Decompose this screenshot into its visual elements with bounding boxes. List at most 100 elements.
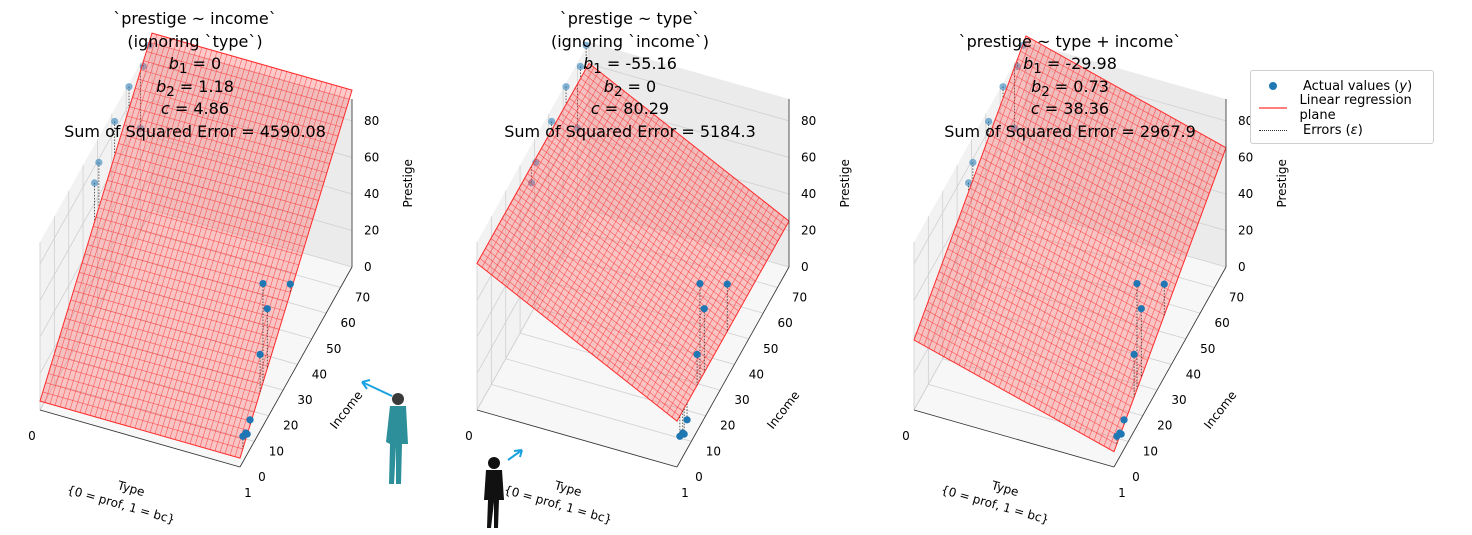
grid-y bbox=[548, 281, 749, 340]
plane-mesh-line bbox=[214, 82, 328, 452]
y-axis-title: Income bbox=[327, 388, 365, 431]
grid-y bbox=[505, 358, 706, 417]
plane-mesh-line bbox=[611, 169, 725, 370]
plane-mesh-line bbox=[577, 83, 778, 242]
grid-z bbox=[151, 173, 353, 231]
person-figure-icon bbox=[484, 457, 504, 528]
plane-mesh-line bbox=[146, 51, 347, 109]
grid-z bbox=[476, 136, 590, 338]
plane-mesh-line bbox=[626, 181, 740, 382]
plane-mesh-line bbox=[137, 78, 339, 137]
grid-z bbox=[913, 173, 1027, 374]
plane-mesh-line bbox=[981, 157, 1182, 270]
plane-mesh-line bbox=[174, 71, 288, 440]
data-point bbox=[527, 179, 536, 187]
x-tick-label: 0 bbox=[28, 429, 36, 443]
title-3-b1: b1 = -29.98 bbox=[1023, 54, 1117, 78]
x-tick-label: 0 bbox=[465, 429, 473, 443]
plane-mesh-line bbox=[149, 64, 263, 433]
person-head-icon bbox=[488, 457, 500, 469]
grid-y bbox=[1014, 230, 1215, 288]
plane-mesh-line bbox=[1053, 114, 1167, 419]
y-axis-line bbox=[676, 266, 790, 468]
plane-mesh-line bbox=[1018, 94, 1132, 399]
x-tick-label: 0 bbox=[902, 429, 910, 443]
plane-mesh-line bbox=[1038, 105, 1152, 410]
arrow-icon bbox=[507, 449, 523, 461]
grid-x bbox=[913, 209, 1027, 411]
plane-mesh-line bbox=[1058, 116, 1172, 422]
data-point bbox=[576, 62, 584, 71]
plane-mesh-line bbox=[1025, 35, 1227, 148]
plane-mesh-line bbox=[671, 217, 785, 418]
z-tick-label: 0 bbox=[364, 260, 372, 274]
plane-mesh-line bbox=[975, 172, 1176, 285]
title-2-sse: Sum of Squared Error = 5184.3 bbox=[504, 121, 756, 141]
y-tick-label: 10 bbox=[269, 444, 284, 458]
data-point bbox=[1010, 124, 1019, 132]
legend-item-errors: Errors (ε) bbox=[1259, 120, 1363, 140]
legend-marker-dotted bbox=[1259, 130, 1287, 131]
data-point bbox=[1137, 305, 1145, 313]
plane-mesh-line bbox=[112, 161, 313, 220]
pane-left bbox=[477, 42, 589, 410]
plane-mesh-line bbox=[1073, 125, 1187, 430]
grid-y bbox=[68, 358, 269, 417]
legend-label-errors: Errors (ε) bbox=[1303, 122, 1363, 138]
z-tick-label: 60 bbox=[364, 150, 379, 164]
z-tick-label: 60 bbox=[801, 150, 816, 164]
title-2-b1: b1 = -55.16 bbox=[583, 54, 677, 78]
plane-mesh-line bbox=[541, 148, 742, 307]
plane-mesh-line bbox=[224, 85, 338, 454]
legend: Actual values (y) Linear regression plan… bbox=[1250, 70, 1434, 144]
legend-item-plane: Linear regression plane bbox=[1259, 93, 1433, 123]
plane-mesh-line bbox=[1023, 43, 1224, 156]
plane-mesh-line bbox=[646, 197, 760, 398]
plane-mesh-line bbox=[992, 126, 1193, 240]
plane-mesh-line bbox=[1048, 111, 1162, 416]
regression-plane bbox=[39, 32, 353, 459]
plane-mesh-line bbox=[1088, 133, 1202, 438]
plane-mesh-line bbox=[151, 32, 353, 91]
plane-mesh-line bbox=[140, 69, 341, 128]
plane-mesh-line bbox=[154, 65, 268, 434]
plane-mesh-line bbox=[126, 115, 327, 174]
plane-mesh-line bbox=[583, 73, 784, 232]
y-tick-label: 70 bbox=[792, 291, 807, 305]
plane-mesh-line bbox=[596, 157, 710, 359]
z-axis-title: Prestige bbox=[838, 159, 852, 207]
y-tick-label: 60 bbox=[778, 316, 793, 330]
y-tick-label: 60 bbox=[341, 316, 356, 330]
y-tick-label: 50 bbox=[326, 342, 341, 356]
grid-y bbox=[491, 383, 692, 442]
y-tick-label: 0 bbox=[1132, 470, 1140, 484]
plane-mesh-line bbox=[1068, 122, 1182, 427]
grid-z bbox=[476, 100, 590, 301]
plane-mesh-line bbox=[641, 193, 755, 394]
plane-mesh-line bbox=[546, 138, 748, 297]
plane-mesh-line bbox=[98, 207, 299, 266]
plane-mesh-line bbox=[997, 111, 1199, 224]
plane-mesh-line bbox=[104, 189, 305, 247]
plane-mesh-line bbox=[558, 118, 759, 277]
grid-y bbox=[577, 230, 778, 288]
y-tick-label: 60 bbox=[1215, 316, 1230, 330]
y-tick-label: 50 bbox=[763, 342, 778, 356]
y-axis-title: Income bbox=[1201, 388, 1239, 431]
data-point bbox=[723, 280, 731, 288]
y-tick-label: 30 bbox=[1171, 393, 1186, 407]
z-tick-label: 20 bbox=[364, 223, 379, 237]
y-axis-line bbox=[239, 266, 353, 468]
regression-plane bbox=[476, 62, 790, 422]
z-tick-label: 40 bbox=[1238, 187, 1253, 201]
plane-mesh-line bbox=[989, 134, 1190, 247]
y-tick-label: 10 bbox=[706, 444, 721, 458]
annotations bbox=[361, 379, 523, 528]
grid-y bbox=[1000, 255, 1201, 314]
z-tick-label: 80 bbox=[1238, 114, 1253, 128]
data-point bbox=[286, 280, 294, 288]
data-point bbox=[548, 117, 556, 126]
plane-mesh-line bbox=[586, 68, 787, 227]
